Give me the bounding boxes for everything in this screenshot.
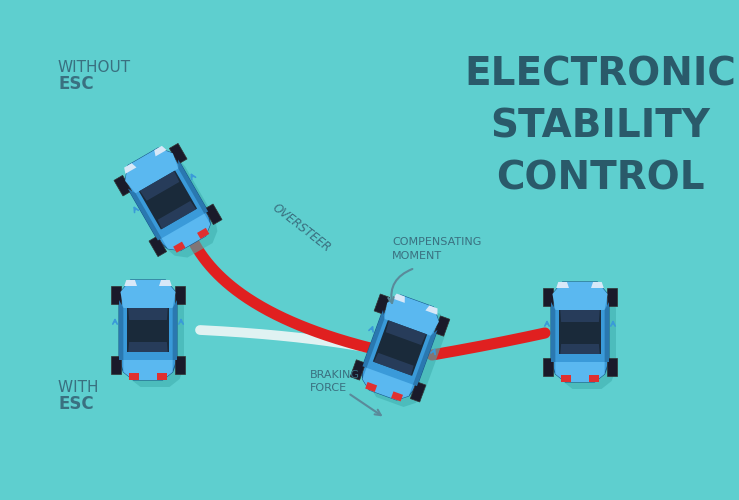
- Polygon shape: [370, 302, 446, 407]
- Polygon shape: [607, 358, 617, 376]
- Polygon shape: [178, 160, 208, 214]
- Text: CONTROL: CONTROL: [496, 159, 704, 197]
- Polygon shape: [111, 356, 121, 374]
- Polygon shape: [589, 375, 599, 382]
- Polygon shape: [173, 242, 185, 252]
- Polygon shape: [591, 282, 604, 288]
- Polygon shape: [139, 170, 197, 230]
- Text: FORCE: FORCE: [310, 383, 347, 393]
- Polygon shape: [426, 306, 437, 315]
- Text: BRAKING: BRAKING: [310, 370, 360, 380]
- Polygon shape: [205, 204, 222, 225]
- Polygon shape: [543, 358, 553, 376]
- Text: WITHOUT: WITHOUT: [58, 60, 131, 75]
- Polygon shape: [392, 294, 405, 303]
- Polygon shape: [384, 295, 439, 336]
- Polygon shape: [123, 360, 173, 380]
- Polygon shape: [127, 308, 169, 352]
- Polygon shape: [157, 201, 196, 229]
- Polygon shape: [119, 280, 177, 380]
- Polygon shape: [173, 300, 177, 360]
- Polygon shape: [410, 382, 426, 402]
- Polygon shape: [175, 356, 185, 374]
- Polygon shape: [124, 280, 137, 286]
- Polygon shape: [551, 302, 555, 362]
- Polygon shape: [111, 286, 121, 304]
- Polygon shape: [374, 294, 389, 314]
- Polygon shape: [607, 288, 617, 306]
- Polygon shape: [125, 148, 178, 194]
- Polygon shape: [124, 163, 137, 174]
- Polygon shape: [553, 282, 607, 310]
- Polygon shape: [559, 310, 601, 354]
- Polygon shape: [162, 214, 211, 250]
- Polygon shape: [197, 228, 209, 239]
- Polygon shape: [132, 155, 217, 258]
- Polygon shape: [561, 375, 571, 382]
- Polygon shape: [362, 368, 413, 400]
- Polygon shape: [556, 282, 569, 288]
- Polygon shape: [386, 320, 426, 345]
- Polygon shape: [555, 362, 605, 382]
- Polygon shape: [159, 280, 171, 286]
- Polygon shape: [363, 310, 384, 368]
- Text: ESC: ESC: [58, 395, 94, 413]
- Polygon shape: [114, 176, 132, 196]
- Polygon shape: [126, 287, 184, 387]
- Polygon shape: [119, 300, 123, 360]
- Polygon shape: [391, 392, 403, 402]
- Text: OVERSTEER: OVERSTEER: [270, 202, 333, 255]
- Polygon shape: [435, 316, 450, 336]
- Text: ELECTRONIC: ELECTRONIC: [464, 55, 736, 93]
- Text: MOMENT: MOMENT: [392, 251, 442, 261]
- Polygon shape: [154, 146, 166, 156]
- Polygon shape: [175, 286, 185, 304]
- Polygon shape: [365, 382, 377, 392]
- Polygon shape: [129, 373, 139, 380]
- Polygon shape: [605, 302, 609, 362]
- Text: STABILITY: STABILITY: [490, 107, 710, 145]
- Polygon shape: [373, 320, 427, 376]
- Polygon shape: [120, 280, 176, 308]
- Polygon shape: [551, 282, 609, 382]
- Text: WITH: WITH: [58, 380, 108, 395]
- Text: COMPENSATING: COMPENSATING: [392, 237, 481, 247]
- Polygon shape: [129, 342, 168, 352]
- Polygon shape: [350, 360, 366, 380]
- Polygon shape: [149, 236, 166, 256]
- Polygon shape: [128, 188, 162, 240]
- Polygon shape: [560, 344, 600, 354]
- Polygon shape: [558, 289, 616, 389]
- Polygon shape: [125, 148, 211, 250]
- Text: ESC: ESC: [58, 75, 94, 93]
- Polygon shape: [362, 295, 439, 400]
- Polygon shape: [129, 308, 168, 320]
- Polygon shape: [413, 330, 437, 386]
- Polygon shape: [140, 171, 180, 201]
- Polygon shape: [543, 288, 553, 306]
- Polygon shape: [560, 310, 600, 322]
- Polygon shape: [157, 373, 167, 380]
- Polygon shape: [169, 144, 187, 164]
- Polygon shape: [374, 353, 414, 376]
